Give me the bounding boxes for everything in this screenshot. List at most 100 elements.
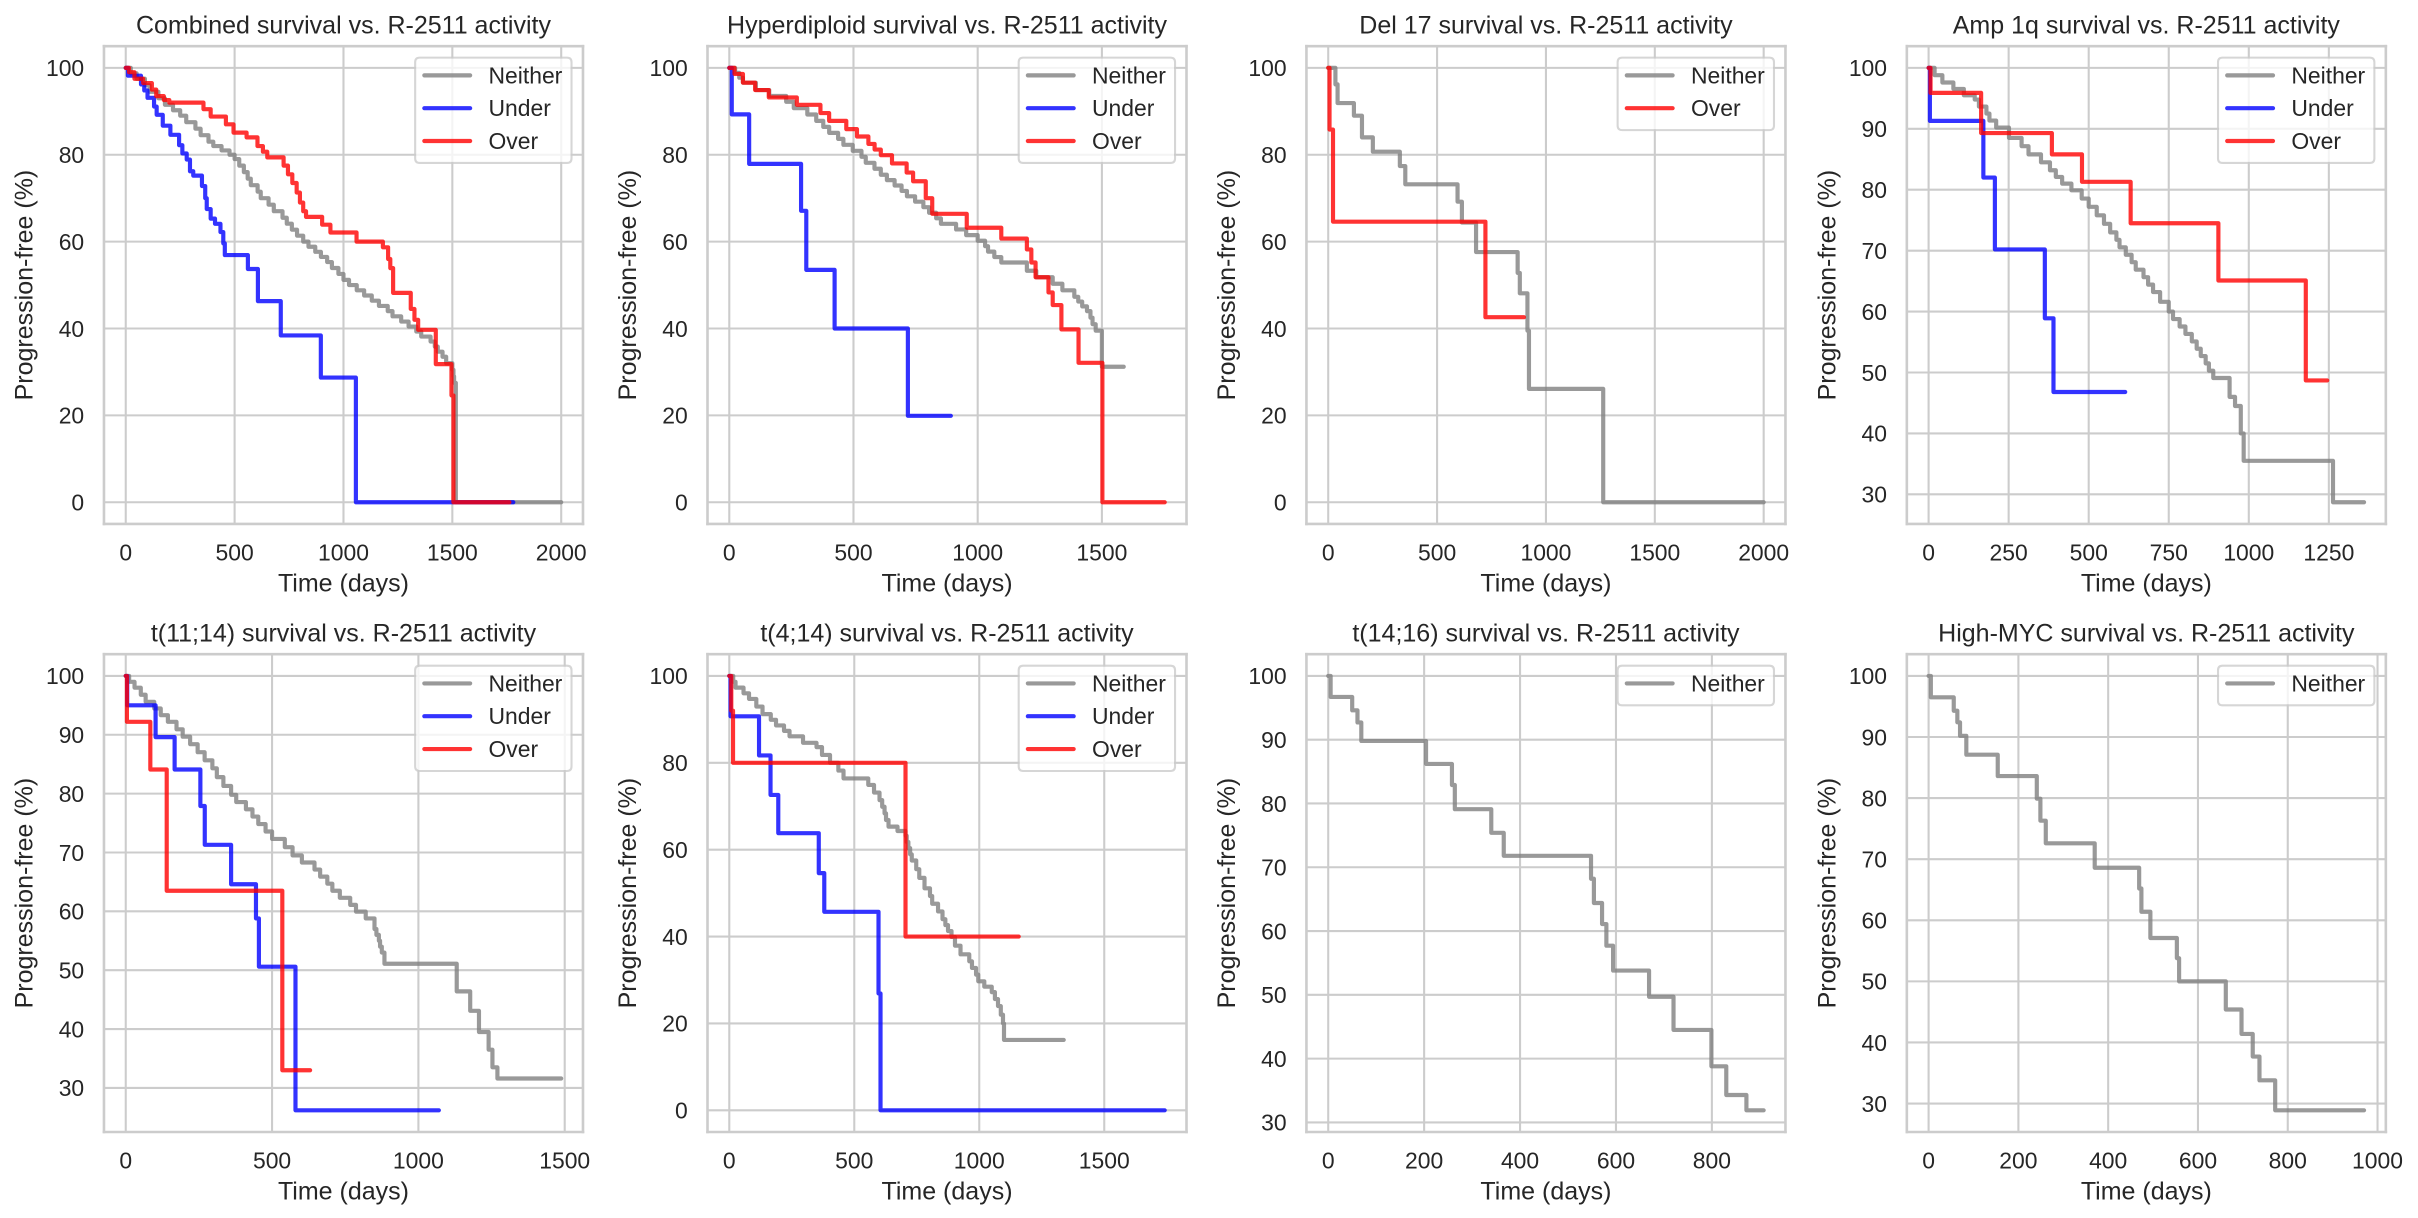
svg-text:80: 80 [59, 781, 84, 807]
svg-text:1500: 1500 [427, 539, 478, 565]
svg-text:1000: 1000 [2223, 539, 2274, 565]
svg-text:100: 100 [1849, 55, 1887, 81]
svg-text:60: 60 [662, 837, 687, 863]
svg-text:Progression-free (%): Progression-free (%) [1213, 778, 1241, 1009]
svg-text:250: 250 [1990, 539, 2028, 565]
svg-text:Hyperdiploid survival vs. R-25: Hyperdiploid survival vs. R-2511 activit… [727, 12, 1167, 40]
svg-text:50: 50 [1862, 360, 1887, 386]
svg-text:70: 70 [59, 840, 84, 866]
svg-text:80: 80 [1862, 177, 1887, 203]
svg-text:40: 40 [1862, 1030, 1887, 1056]
svg-text:20: 20 [662, 1011, 687, 1037]
svg-text:t(11;14) survival vs. R-2511 a: t(11;14) survival vs. R-2511 activity [151, 620, 537, 648]
svg-text:50: 50 [59, 958, 84, 984]
svg-text:1500: 1500 [1629, 539, 1680, 565]
svg-text:0: 0 [119, 1147, 132, 1173]
svg-text:Neither: Neither [488, 62, 562, 88]
svg-text:80: 80 [1261, 791, 1286, 817]
svg-text:0: 0 [119, 539, 132, 565]
svg-text:Time (days): Time (days) [2081, 570, 2212, 598]
svg-text:90: 90 [1862, 116, 1887, 142]
svg-text:40: 40 [1862, 421, 1887, 447]
svg-text:1250: 1250 [2303, 539, 2354, 565]
svg-text:100: 100 [649, 55, 687, 81]
svg-text:Del 17 survival vs. R-2511 act: Del 17 survival vs. R-2511 activity [1359, 12, 1733, 40]
svg-text:20: 20 [59, 403, 84, 429]
svg-text:30: 30 [1261, 1110, 1286, 1136]
svg-text:1000: 1000 [954, 1147, 1005, 1173]
svg-text:60: 60 [662, 229, 687, 255]
svg-text:1000: 1000 [952, 539, 1003, 565]
svg-text:30: 30 [1862, 1091, 1887, 1117]
svg-text:100: 100 [46, 663, 84, 689]
svg-text:90: 90 [59, 722, 84, 748]
svg-text:Time (days): Time (days) [881, 1178, 1012, 1206]
svg-text:t(4;14) survival vs. R-2511 ac: t(4;14) survival vs. R-2511 activity [760, 620, 1134, 648]
svg-text:40: 40 [1261, 1046, 1286, 1072]
svg-text:70: 70 [1862, 238, 1887, 264]
svg-text:1500: 1500 [539, 1147, 590, 1173]
svg-text:0: 0 [1922, 1147, 1935, 1173]
svg-text:100: 100 [649, 663, 687, 689]
svg-text:Progression-free (%): Progression-free (%) [10, 170, 38, 401]
svg-text:70: 70 [1261, 855, 1286, 881]
svg-text:800: 800 [1693, 1147, 1731, 1173]
svg-text:80: 80 [662, 142, 687, 168]
svg-text:500: 500 [834, 539, 872, 565]
svg-text:20: 20 [662, 403, 687, 429]
svg-text:40: 40 [59, 1016, 84, 1042]
svg-text:100: 100 [1248, 663, 1286, 689]
svg-text:t(14;16) survival vs. R-2511 a: t(14;16) survival vs. R-2511 activity [1352, 620, 1740, 648]
svg-text:Progression-free (%): Progression-free (%) [614, 170, 642, 401]
svg-text:Under: Under [2291, 95, 2354, 121]
svg-text:600: 600 [2179, 1147, 2217, 1173]
svg-text:Progression-free (%): Progression-free (%) [1213, 170, 1241, 401]
svg-text:0: 0 [71, 490, 84, 516]
svg-text:1000: 1000 [2352, 1147, 2403, 1173]
svg-text:40: 40 [1261, 316, 1286, 342]
svg-text:40: 40 [59, 316, 84, 342]
svg-text:90: 90 [1261, 727, 1286, 753]
svg-text:Neither: Neither [1092, 670, 1166, 696]
svg-text:30: 30 [1862, 482, 1887, 508]
svg-text:Over: Over [1092, 736, 1142, 762]
svg-text:Neither: Neither [1691, 62, 1765, 88]
svg-text:Amp 1q survival vs. R-2511 act: Amp 1q survival vs. R-2511 activity [1953, 12, 2341, 40]
svg-text:60: 60 [1862, 908, 1887, 934]
svg-text:0: 0 [1922, 539, 1935, 565]
svg-text:80: 80 [1862, 785, 1887, 811]
svg-text:500: 500 [1418, 539, 1456, 565]
svg-text:200: 200 [1999, 1147, 2037, 1173]
svg-text:800: 800 [2269, 1147, 2307, 1173]
svg-text:70: 70 [1862, 846, 1887, 872]
svg-text:Neither: Neither [1092, 62, 1166, 88]
svg-text:Time (days): Time (days) [2081, 1178, 2212, 1206]
svg-text:1500: 1500 [1079, 1147, 1130, 1173]
svg-text:Time (days): Time (days) [1480, 570, 1611, 598]
svg-text:30: 30 [59, 1075, 84, 1101]
svg-text:60: 60 [59, 229, 84, 255]
svg-text:500: 500 [2070, 539, 2108, 565]
svg-text:60: 60 [1261, 918, 1286, 944]
svg-text:Time (days): Time (days) [278, 1178, 409, 1206]
svg-text:100: 100 [1849, 663, 1887, 689]
svg-text:0: 0 [1322, 539, 1335, 565]
svg-text:0: 0 [723, 1147, 736, 1173]
svg-text:Over: Over [488, 128, 538, 154]
svg-text:20: 20 [1261, 403, 1286, 429]
svg-text:50: 50 [1862, 969, 1887, 995]
svg-text:1000: 1000 [1520, 539, 1571, 565]
svg-text:50: 50 [1261, 982, 1286, 1008]
svg-text:90: 90 [1862, 724, 1887, 750]
svg-text:Under: Under [1092, 95, 1155, 121]
svg-text:60: 60 [1862, 299, 1887, 325]
svg-text:80: 80 [1261, 142, 1286, 168]
svg-text:Progression-free (%): Progression-free (%) [614, 778, 642, 1009]
svg-text:200: 200 [1405, 1147, 1443, 1173]
svg-text:1000: 1000 [318, 539, 369, 565]
svg-text:0: 0 [1274, 490, 1287, 516]
svg-text:Under: Under [1092, 703, 1155, 729]
svg-text:60: 60 [1261, 229, 1286, 255]
svg-text:1500: 1500 [1076, 539, 1127, 565]
svg-text:400: 400 [2089, 1147, 2127, 1173]
